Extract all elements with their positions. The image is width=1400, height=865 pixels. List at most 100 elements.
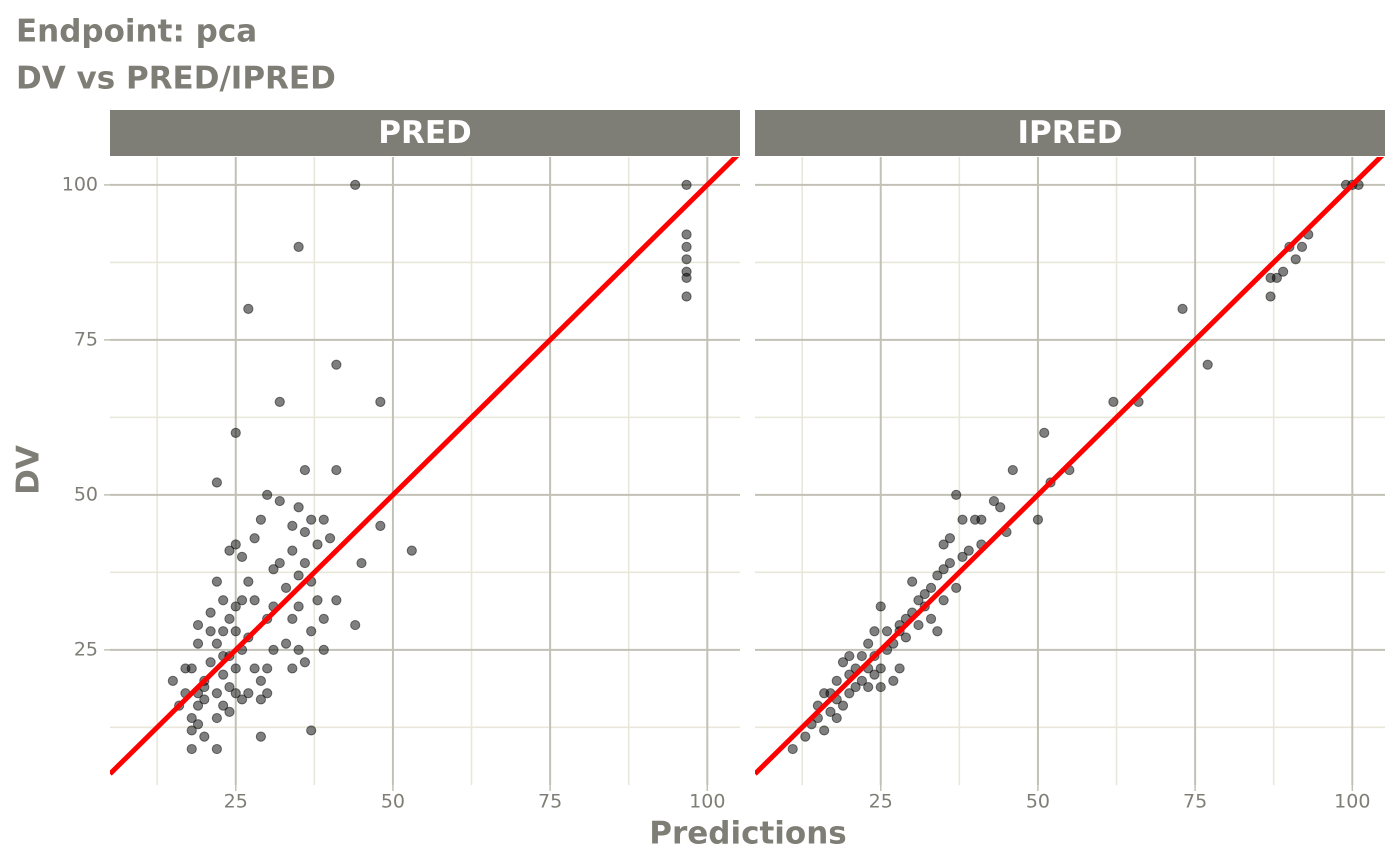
point [268,564,279,575]
point [205,607,216,618]
point [1039,427,1050,438]
point [938,539,949,550]
point [888,675,899,686]
point [787,743,798,755]
point [856,675,867,686]
point [913,619,924,631]
point [236,595,248,606]
point [218,700,229,711]
point [268,644,279,655]
point [249,595,260,606]
point [831,675,842,686]
point [262,688,273,699]
x-tick-label: 25 [224,791,248,813]
point [681,229,692,240]
point [299,557,311,569]
x-tick-label: 25 [869,791,893,813]
point [205,626,216,637]
title-line: Endpoint: pca [16,14,257,50]
point [293,502,304,513]
point [255,675,266,686]
point [1108,396,1119,407]
point [299,526,311,538]
point [274,396,285,407]
point [957,551,968,562]
point [951,489,962,500]
point [331,359,342,370]
point [1202,359,1213,370]
y-tick-label: 100 [62,173,98,195]
point [925,613,937,624]
point [1007,464,1018,476]
point [211,688,222,699]
point [293,241,304,252]
point [913,595,924,606]
point [236,694,248,705]
point [218,669,229,680]
point [287,663,298,674]
plot-area [110,157,740,776]
point [211,576,222,587]
point [875,663,886,674]
point [957,514,968,525]
point [988,495,1000,507]
point [262,489,273,500]
point [1271,272,1282,283]
point [863,681,874,693]
point [186,712,197,724]
point [1265,291,1276,302]
point [881,626,893,637]
point [944,557,956,569]
x-tick-label: 100 [689,791,725,813]
point [1278,266,1289,277]
point [274,495,285,507]
point [681,241,692,252]
point [224,681,235,693]
point [350,619,361,631]
point [306,725,317,736]
point [230,539,241,550]
point [167,675,178,686]
point [306,626,317,637]
point [249,663,260,674]
point [287,545,298,556]
point [837,700,849,711]
point [944,533,956,544]
point [230,601,241,612]
point [331,595,342,606]
point [280,638,292,649]
point [211,638,222,649]
point [236,551,248,562]
point [831,712,842,724]
point [919,588,930,600]
x-tick-label: 50 [381,791,405,813]
point [262,663,273,674]
point [925,582,937,593]
x-tick-label: 50 [1026,791,1050,813]
point [850,681,861,693]
point [243,688,254,699]
point [312,595,323,606]
point [869,669,880,680]
strip [110,110,740,156]
y-tick-label: 50 [74,483,98,505]
strip-title: PRED [378,115,472,151]
point [299,464,311,476]
point [318,514,329,525]
point [875,681,886,693]
x-tick-label: 75 [538,791,562,813]
point [800,731,811,742]
point [224,613,235,624]
point [218,626,229,637]
point [907,576,918,587]
point [681,254,692,265]
plot-area [755,157,1385,776]
point [894,663,905,674]
point [1177,303,1188,314]
point [932,570,943,581]
point [869,626,880,637]
point [243,576,254,587]
point [199,731,210,742]
point [1032,514,1044,525]
